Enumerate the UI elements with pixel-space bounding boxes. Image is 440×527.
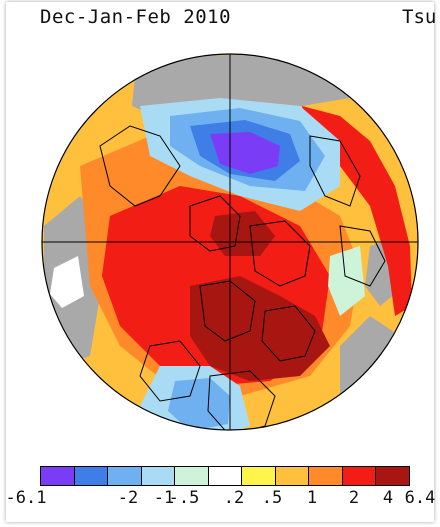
colorbar-ticks: -6.1 -2 -1 -.5 .2 .5 1 2 4 6.4 — [6, 488, 436, 510]
colorbar-bin-4 — [174, 466, 208, 486]
colorbar-tick-label: 2 — [348, 488, 360, 508]
region-pole-hot — [210, 211, 275, 256]
colorbar-bin-2 — [107, 466, 141, 486]
colorbar — [40, 466, 411, 486]
colorbar-bin-3 — [140, 466, 175, 486]
region-canada-hot — [190, 276, 330, 381]
colorbar-bin-8 — [308, 466, 342, 486]
colorbar-tick-label: -2 — [117, 488, 139, 508]
colorbar-tick-label: -1 — [153, 488, 175, 508]
source-label: Tsu — [402, 6, 437, 28]
colorbar-bin-0 — [40, 466, 74, 486]
colorbar-tick-label: 1 — [306, 488, 318, 508]
region-pale-east — [328, 246, 365, 316]
colorbar-bin-10 — [375, 466, 411, 486]
region-white-west — [50, 256, 84, 308]
colorbar-bin-9 — [341, 466, 376, 486]
coastlines — [99, 125, 386, 430]
region-siberia-core — [210, 132, 280, 174]
polar-map — [40, 46, 438, 444]
polar-map-svg — [41, 53, 419, 431]
colorbar-tick-label: 4 — [382, 488, 394, 508]
colorbar-tick-label: .5 — [261, 488, 283, 508]
colorbar-tick-label: .2 — [223, 488, 245, 508]
colorbar-tick-label: -6.1 — [5, 488, 47, 508]
colorbar-bin-5 — [207, 466, 242, 486]
colorbar-tick-label: -.5 — [168, 488, 200, 508]
colorbar-bin-1 — [73, 466, 108, 486]
colorbar-bin-7 — [274, 466, 309, 486]
colorbar-tick-label: 6.4 — [404, 488, 436, 508]
colorbar-bin-6 — [241, 466, 275, 486]
globe-outline — [41, 53, 419, 431]
map-title: Dec-Jan-Feb 2010 — [40, 6, 232, 28]
